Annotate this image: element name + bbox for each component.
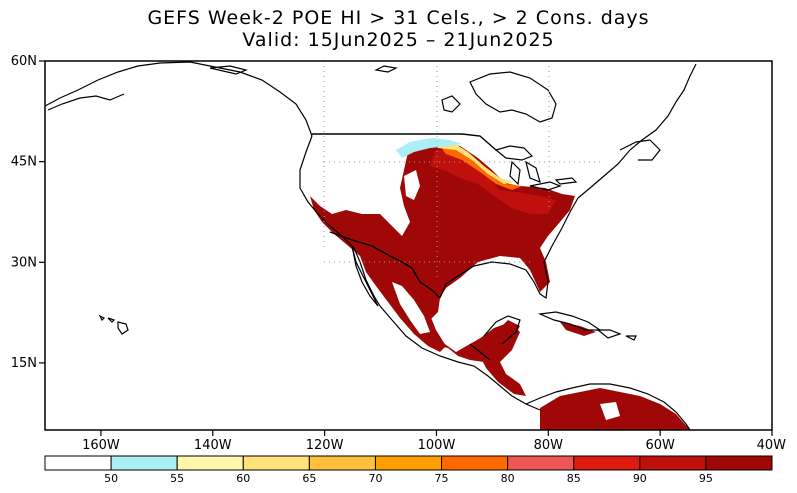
lon-tick-label: 40W: [757, 438, 787, 453]
colorbar-label: 60: [236, 472, 250, 485]
longitude-axis: 160W 140W 120W 100W 80W 60W 40W: [82, 430, 786, 453]
lon-tick-label: 100W: [418, 438, 456, 453]
heat-region-central-america: [478, 322, 526, 396]
lon-tick-label: 80W: [534, 438, 564, 453]
colorbar-label: 90: [633, 472, 647, 485]
heat-region-cuba: [560, 322, 596, 336]
colorbar-swatch: [176, 455, 244, 471]
colorbar-swatch: [308, 455, 376, 471]
colorbar: 50 55 60 65 70 75 80 85 90 95: [44, 455, 773, 485]
heat-region-cyan-edge: [396, 138, 462, 158]
colorbar-swatch: [573, 455, 641, 471]
heat-region-us-core: [310, 142, 575, 362]
map-layer: [45, 61, 697, 430]
colorbar-swatch: [639, 455, 707, 471]
lon-tick-label: 160W: [82, 438, 120, 453]
colorbar-swatch: [374, 455, 443, 471]
heat-region-mexico-highland-gap: [392, 282, 430, 334]
heat-region-orange-edge: [440, 146, 522, 190]
colorbar-swatch: [507, 455, 575, 471]
colorbar-label: 85: [567, 472, 581, 485]
colorbar-swatch: [441, 455, 509, 471]
lat-tick-label: 60N: [11, 54, 37, 69]
colorbar-label: 65: [302, 472, 316, 485]
colorbar-swatch: [242, 455, 310, 471]
colorbar-label: 80: [501, 472, 515, 485]
lon-tick-label: 140W: [194, 438, 232, 453]
map-title-line1: GEFS Week-2 POE HI > 31 Cels., > 2 Cons.…: [147, 7, 650, 29]
heat-region-yellow-edge: [430, 142, 514, 184]
colorbar-label: 70: [368, 472, 382, 485]
lat-tick-label: 15N: [11, 356, 37, 371]
colorbar-swatch: [705, 455, 773, 471]
coastlines: [45, 61, 697, 430]
lon-tick-label: 60W: [645, 438, 675, 453]
colorbar-label: 55: [170, 472, 184, 485]
colorbar-label: 75: [435, 472, 449, 485]
latitude-axis: 60N 45N 30N 15N: [11, 54, 45, 371]
lon-tick-label: 120W: [306, 438, 344, 453]
heat-region-red-rim: [430, 150, 556, 214]
lat-tick-label: 45N: [11, 155, 37, 170]
heat-region-south-america-gap: [600, 402, 620, 420]
heat-region-gap-plains: [404, 170, 420, 200]
colorbar-label: 95: [699, 472, 713, 485]
colorbar-swatch: [44, 455, 112, 471]
map-title-line2: Valid: 15Jun2025 – 21Jun2025: [242, 29, 555, 51]
colorbar-label: 50: [104, 472, 118, 485]
lat-tick-label: 30N: [11, 255, 37, 270]
map-frame: [44, 60, 773, 431]
gridlines: [323, 61, 600, 280]
country-borders: [312, 133, 497, 361]
colorbar-swatch: [110, 455, 178, 471]
